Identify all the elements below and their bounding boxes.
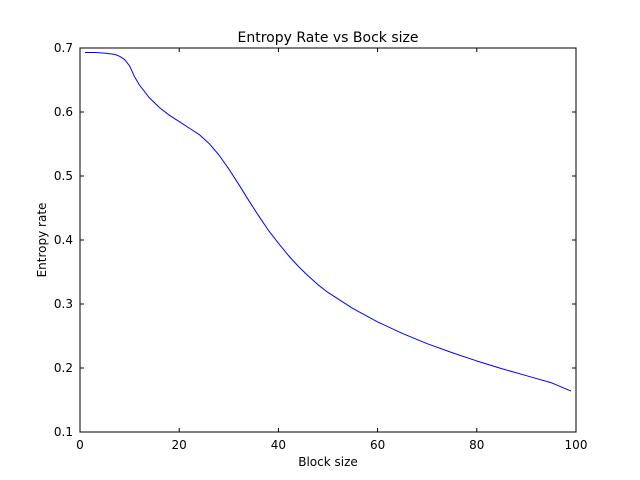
y-tick-label: 0.2	[54, 361, 73, 375]
y-axis-label: Entropy rate	[35, 203, 49, 278]
y-tick-label: 0.3	[54, 297, 73, 311]
y-tick-label: 0.5	[54, 169, 73, 183]
x-tick-label: 0	[76, 438, 84, 452]
x-tick-label: 40	[271, 438, 286, 452]
y-tick-label: 0.6	[54, 105, 73, 119]
x-tick-label: 80	[469, 438, 484, 452]
x-tick-label: 60	[370, 438, 385, 452]
x-tick-label: 20	[172, 438, 187, 452]
y-tick-label: 0.7	[54, 41, 73, 55]
x-tick-label: 100	[565, 438, 588, 452]
x-axis-label: Block size	[298, 455, 358, 469]
series-line-0	[84, 51, 572, 392]
plot-area: 0 20 40 60 80 100 0.1 0.2 0.3 0.4 0.5 0.6 0.7	[54, 41, 588, 452]
chart-title: Entropy Rate vs Bock size	[238, 30, 419, 46]
y-tick-label: 0.4	[54, 233, 73, 247]
y-tick-label: 0.1	[54, 425, 73, 439]
plot-frame	[79, 47, 577, 433]
